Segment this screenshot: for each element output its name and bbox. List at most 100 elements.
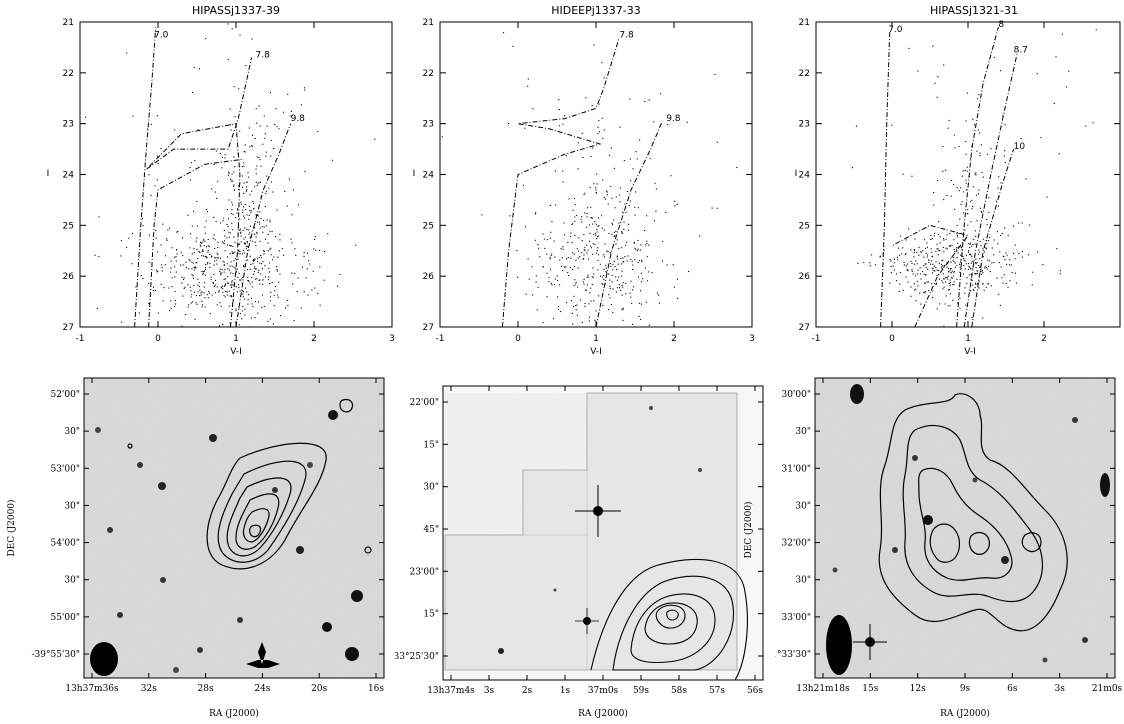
star-point xyxy=(258,256,260,258)
star-point xyxy=(185,267,187,269)
star-point xyxy=(918,246,920,248)
star-point xyxy=(963,273,965,275)
star-point xyxy=(305,277,307,279)
star-point xyxy=(952,299,954,302)
star-point xyxy=(192,262,194,264)
star-point xyxy=(552,318,555,320)
star-point xyxy=(562,181,564,183)
star-point xyxy=(637,261,639,264)
star-point xyxy=(986,243,988,245)
star-point xyxy=(614,207,616,209)
star-point xyxy=(913,250,916,252)
star-point xyxy=(278,281,280,283)
star-point xyxy=(1010,264,1012,266)
dec-tick-label: 31'00" xyxy=(781,464,811,474)
star-point xyxy=(211,188,213,190)
cmd-title: HIPASSj1337-39 xyxy=(192,4,280,17)
star-point xyxy=(252,240,254,242)
star-point xyxy=(607,251,609,253)
star-point xyxy=(250,317,252,319)
dec-tick-label: 30" xyxy=(64,576,80,586)
star-point xyxy=(621,231,623,233)
isochrone-label: 7.0 xyxy=(154,30,169,40)
star-point xyxy=(949,267,951,270)
star-point xyxy=(905,265,907,267)
star-point xyxy=(1001,277,1003,279)
star-point xyxy=(546,253,548,255)
star-point xyxy=(629,292,631,294)
star-point xyxy=(943,286,945,288)
star-point xyxy=(609,262,611,264)
star-point xyxy=(964,287,966,289)
star-point xyxy=(935,250,937,252)
star-point xyxy=(971,279,973,281)
star-point xyxy=(592,147,594,149)
star-point xyxy=(1025,178,1027,180)
star-point xyxy=(606,191,608,193)
star-point xyxy=(953,183,955,185)
star-point xyxy=(607,203,609,205)
star-point xyxy=(604,243,606,245)
star-point xyxy=(223,278,225,280)
star-point xyxy=(535,281,537,283)
star-point xyxy=(192,277,195,279)
star-point xyxy=(189,166,191,169)
star-point xyxy=(946,277,948,279)
star-point xyxy=(278,128,280,130)
star-point xyxy=(572,323,574,325)
star-point xyxy=(242,249,244,251)
star-point xyxy=(287,304,289,306)
star-point xyxy=(171,247,173,249)
star-point xyxy=(181,325,183,327)
star-point xyxy=(189,233,192,235)
star-point xyxy=(254,301,257,303)
star-point xyxy=(1005,252,1007,254)
star-point xyxy=(640,290,642,292)
star-point xyxy=(242,209,244,211)
star-point xyxy=(228,290,230,292)
star-point xyxy=(934,232,936,234)
star-point xyxy=(195,267,197,269)
star-point xyxy=(612,288,614,290)
star-point xyxy=(249,225,251,227)
star-point xyxy=(933,235,935,237)
star-point xyxy=(606,190,608,192)
star-point xyxy=(250,212,252,214)
star-point xyxy=(1020,138,1022,140)
star-point xyxy=(192,210,195,212)
star-point xyxy=(942,288,944,290)
star-point xyxy=(932,272,934,274)
star-point xyxy=(207,251,209,253)
x-tick-label: 0 xyxy=(155,334,161,344)
star-point xyxy=(223,264,225,266)
star-point xyxy=(974,262,977,264)
star-point xyxy=(908,47,910,49)
star-point xyxy=(279,239,281,241)
star-point xyxy=(661,260,664,262)
star-point xyxy=(605,267,607,269)
star-point xyxy=(247,294,250,296)
star-point xyxy=(207,249,209,251)
star-point xyxy=(223,243,225,245)
star-point xyxy=(559,259,561,261)
star-point xyxy=(931,251,933,253)
star-point xyxy=(633,242,635,244)
star-point xyxy=(582,281,584,283)
star-point xyxy=(593,234,595,236)
star-point xyxy=(214,191,216,193)
star-point xyxy=(991,247,993,249)
star-point xyxy=(227,282,230,284)
star-point xyxy=(655,210,657,212)
star-point xyxy=(239,34,241,36)
star-point xyxy=(232,245,234,248)
star-point xyxy=(977,98,979,100)
map-panel-3: 13h21m18s 15s 12s 9s 6s 3s 21m0s30'00"30"31'00… xyxy=(775,377,1123,719)
star-point xyxy=(590,217,592,219)
star-point xyxy=(213,163,215,165)
isochrone-label: 9.8 xyxy=(666,114,681,124)
star-point xyxy=(902,289,904,291)
star-point xyxy=(266,175,268,177)
star-point xyxy=(578,250,580,252)
star-point xyxy=(245,246,247,248)
star-point xyxy=(598,225,600,227)
